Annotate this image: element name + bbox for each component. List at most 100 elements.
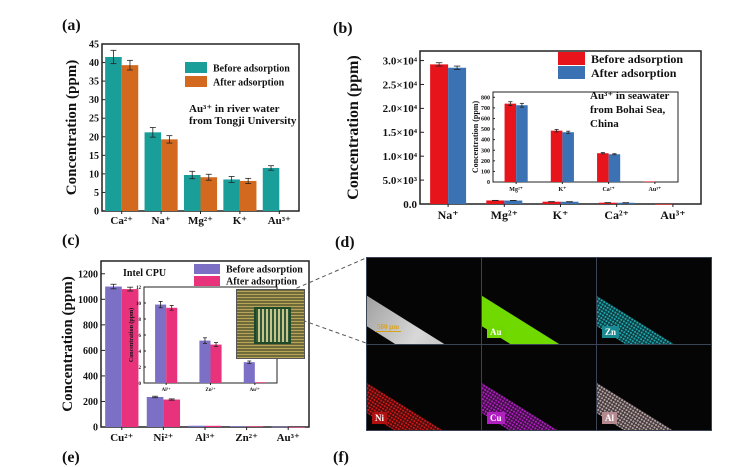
element-tag: Au [487,325,505,338]
y-axis-label: Concentration (ppm) [345,55,362,199]
eds-map-zn: Zn [597,258,711,344]
y-tick-label: 30 [89,95,99,106]
bar [288,426,305,428]
annotation-text: China [590,118,619,130]
x-tick-label: Cu²⁺ [110,432,133,444]
bar [504,200,523,204]
inset-y-tick-label: 10 [136,302,142,307]
x-tick-label: Ni²⁺ [153,432,173,444]
element-tag: Al [602,412,617,424]
y-tick-label: 25 [89,114,99,125]
x-tick-label: K⁺ [553,208,569,222]
inset-chart-b: 0 100 200 300 400 500 600 700 800 Mg²⁺ K⁺ Ca²⁺ Au³⁺ C… [471,91,679,193]
element-tag: Cu [487,412,505,424]
inset-bar [608,154,621,182]
legend-swatch [194,276,220,286]
eds-map-al: Al [597,344,711,430]
x-tick-label: Al³⁺ [195,432,215,444]
scale-bar: 500 μm [375,322,402,332]
element-tag: Zn [602,325,620,338]
legend-label: Before adsorption [226,265,303,276]
y-tick-label: 1.5×10⁴ [383,127,418,139]
y-tick-label: 10 [89,169,99,180]
bar [542,201,561,204]
x-tick-label: Au³⁺ [277,432,300,444]
panel-label-d: (d) [335,234,355,251]
x-tick-label: K⁺ [233,215,248,227]
inset-bar [516,105,528,182]
element-tag: Ni [372,412,387,424]
x-tick-label: Ca²⁺ [110,215,133,227]
panel-label-f: (f) [333,449,349,466]
inset-bar [504,103,517,182]
bar [223,179,240,211]
legend-swatch [185,76,207,87]
bar [448,67,467,204]
inset-y-tick-label: 700 [481,106,490,112]
inset-x-tick-label: Mg²⁺ [509,187,523,193]
bar [205,425,222,427]
x-tick-label: Mg²⁺ [188,215,213,227]
y-tick-label: 1000 [78,295,98,306]
inset-y-tick-label: 4 [139,350,142,355]
x-tick-label: Zn²⁺ [235,432,258,444]
bar [262,167,280,211]
eds-map-grid: 500 μm Au Zn Ni Cu Al [366,257,712,431]
bar [598,202,617,204]
legend-swatch [185,62,207,73]
bar [616,202,635,204]
bar [239,180,257,211]
legend-label: Before adsorption [591,52,683,66]
bar [121,289,139,427]
annotation-text: from Bohai Sea, [590,104,666,116]
y-tick-label: 1200 [78,269,98,280]
y-tick-label: 800 [83,320,98,331]
chart-c: 0 200 400 600 800 1000 1200 Cu²⁺ Ni²⁺ Al³⁺ Zn²⁺ Au³… [60,260,310,444]
inset-y-tick-label: 12 [136,286,142,291]
x-tick-label: Na⁺ [151,215,170,227]
y-axis-label: Concentration (ppm) [60,276,76,411]
x-tick-label: Au³⁺ [660,208,685,222]
inset-x-tick-label: Au³⁺ [649,187,662,193]
inset-x-tick-label: K⁺ [558,187,566,193]
y-tick-label: 400 [83,371,98,382]
bar [121,65,139,211]
legend-label: After adsorption [591,66,677,80]
annotation-text: from Tongji University [189,115,297,127]
y-tick-label: 0 [93,423,98,434]
bar [271,426,289,428]
legend-label: After adsorption [213,77,285,88]
inset-y-tick-label: 0 [139,382,142,387]
inset-y-tick-label: 200 [481,159,490,165]
x-tick-label: Ca²⁺ [604,208,629,222]
y-tick-label: 35 [89,77,99,88]
y-tick-label: 3.0×10⁴ [383,55,418,67]
bar [430,64,449,204]
inset-bar [243,362,255,383]
inset-x-tick-label: Al³⁺ [162,387,171,393]
inset-bar [597,153,609,182]
bar [105,56,122,211]
bar [183,175,201,211]
annotation-text: Intel CPU [123,268,166,279]
eds-map-ni: Ni [367,344,481,430]
panel-label-a: (a) [62,17,81,34]
x-tick-label: Na⁺ [438,208,459,222]
inset-y-tick-label: 300 [481,148,490,154]
sample-strip [367,292,480,344]
inset-y-tick-label: 600 [481,117,490,123]
chart-a: 0 5 10 15 20 25 30 35 40 45 Ca²⁺ Na⁺ Mg²⁺ K⁺ Au³⁺ Conce… [64,40,300,227]
bar [188,425,205,427]
inset-bar [199,340,211,383]
y-tick-label: 600 [83,346,98,357]
chart-b: 0.0 5.0×10³ 1.0×10⁴ 1.5×10⁴ 2.0×10⁴ 2.5×10⁴ 3.… [345,50,702,222]
inset-y-tick-label: 6 [139,334,142,339]
inset-bar [254,382,266,383]
zoom-connector-line [295,317,367,344]
inset-y-tick-label: 2 [139,366,142,371]
annotation-text: Au³⁺ in seawater [590,90,669,102]
inset-y-tick-label: 100 [481,170,490,176]
inset-y-tick-label: 500 [481,127,490,133]
y-tick-label: 0.0 [403,199,417,211]
inset-bar [210,344,222,383]
